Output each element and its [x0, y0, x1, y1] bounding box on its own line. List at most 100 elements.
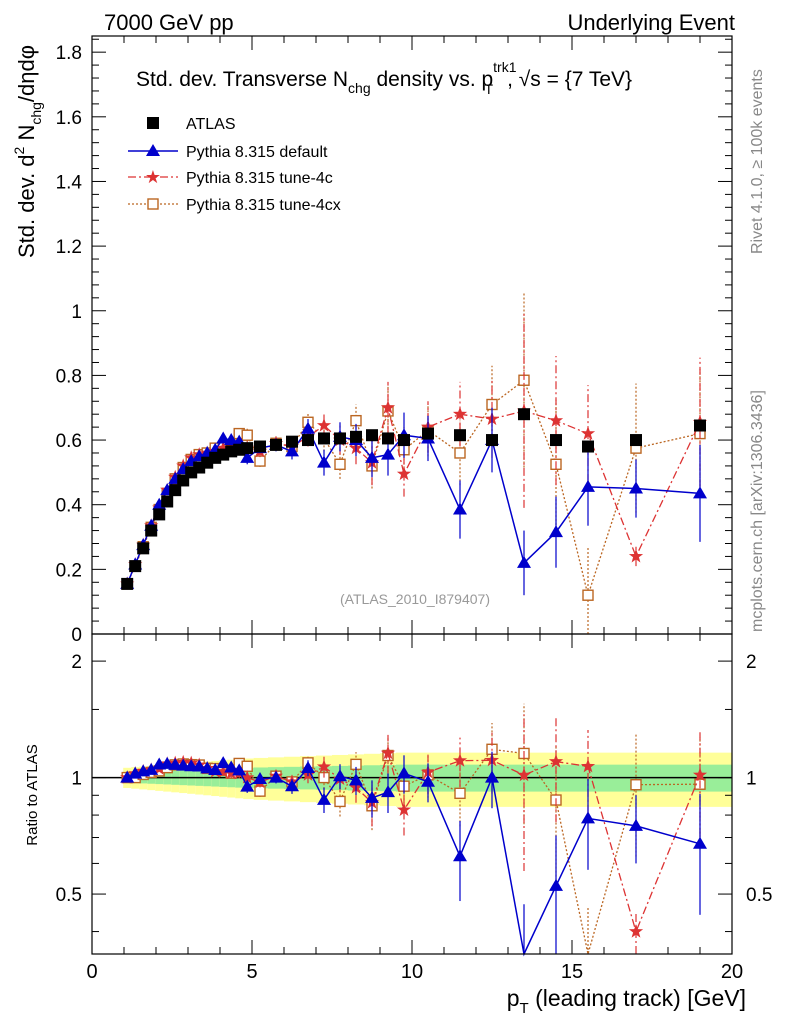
pythia-8-315-tune-4c-ratio-point: [216, 764, 231, 778]
atlas-point: [350, 430, 362, 443]
atlas-point: [694, 419, 706, 432]
x-axis-label: pT (leading track) [GeV]: [507, 985, 746, 1017]
pythia-8-315-default-point: [216, 431, 231, 444]
legend-default-marker: [146, 144, 160, 156]
atlas-point: [286, 435, 298, 448]
x-tick-label: 10: [401, 961, 423, 983]
pythia-8-315-default-ratio-point: [581, 811, 595, 824]
atlas-point: [366, 429, 378, 442]
pythia-8-315-tune-4cx-ratio-point: [241, 760, 253, 772]
pythia-8-315-tune-4c-ratio-line: [126, 750, 701, 934]
pythia-8-315-default-ratio-point: [629, 818, 643, 831]
pythia-8-315-default-ratio-point: [333, 769, 347, 782]
ratio-y-label: Ratio to ATLAS: [24, 744, 41, 845]
pythia-8-315-tune-4c-ratio-point: [316, 759, 332, 773]
pythia-8-315-default-point: [693, 486, 707, 499]
pythia-8-315-tune-4c-ratio-point: [580, 758, 596, 773]
main-ticks: 0 0.2 0.4 0.6 0.8 1 1.2 1.4 1.6 1.8: [56, 36, 733, 646]
ratio-y-tick-label: 2: [71, 652, 82, 673]
pythia-8-315-tune-4c-ratio-point: [692, 767, 708, 782]
x-tick-label: 20: [721, 961, 743, 983]
y-axis-label: Std. dev. d2 Nchg/dηdφ: [11, 45, 44, 258]
pythia-8-315-default-ratio-point: [381, 785, 395, 798]
pythia-8-315-default-ratio-point: [301, 761, 315, 774]
pythia-8-315-tune-4c-point: [548, 413, 564, 427]
pythia-8-315-tune-4c-ratio-point: [548, 754, 564, 768]
pythia-8-315-tune-4c-point: [216, 440, 231, 455]
y-tick-label: 1.2: [56, 237, 82, 258]
pythia-8-315-tune-4c-point: [628, 548, 644, 563]
pythia-8-315-default-point: [365, 450, 379, 463]
pythia-8-315-default-ratio-point: [317, 792, 331, 805]
y-tick-label: 0.4: [56, 496, 83, 517]
pythia-8-315-tune-4c-ratio-point: [628, 924, 644, 938]
pythia-8-315-default-ratio-point: [253, 772, 267, 785]
x-tick-label: 0: [86, 961, 97, 983]
legend-item-default: Pythia 8.315 default: [128, 144, 328, 161]
y-tick-label: 1.4: [56, 172, 83, 193]
pythia-8-315-default-ratio-point: [240, 779, 255, 792]
pythia-8-315-default-ratio-point: [421, 774, 435, 787]
pythia-8-315-default-ratio-point: [192, 759, 207, 772]
pythia-8-315-default-ratio-point: [453, 849, 467, 862]
pythia-8-315-default-ratio-point: [269, 770, 283, 783]
pythia-8-315-tune-4cx-point: [582, 589, 594, 601]
atlas-point: [169, 484, 182, 497]
legend-item-atlas: ATLAS: [147, 116, 236, 133]
pythia-8-315-default-ratio-point: [693, 836, 707, 849]
chart-title: Std. dev. Transverse Nchg density vs. pt…: [136, 59, 632, 97]
pythia-8-315-tune-4c-ratio-point: [380, 745, 396, 760]
atlas-point: [302, 434, 314, 447]
legend-atlas-marker: [147, 117, 159, 129]
ratio-y-tick-label: 1: [71, 769, 82, 790]
legend-default-label: Pythia 8.315 default: [186, 144, 328, 161]
atlas-point: [398, 434, 410, 447]
pythia-8-315-tune-4cx-point: [334, 458, 346, 470]
legend-tune4cx-marker: [147, 198, 159, 210]
atlas-point: [270, 438, 282, 451]
pythia-8-315-default-ratio-point: [549, 878, 563, 891]
ratio-ticks: 0.5 0.5 1 1 2 2: [56, 634, 772, 954]
pythia-8-315-tune-4c-point: [452, 406, 468, 421]
ratio-y-tick-label-right: 0.5: [746, 885, 772, 906]
atlas-point: [161, 495, 174, 508]
pythia-8-315-default-ratio-point: [365, 790, 379, 803]
y-tick-label: 0: [71, 625, 82, 646]
pythia-8-315-default-point: [629, 481, 643, 494]
pythia-8-315-default-ratio-point: [144, 762, 159, 775]
x-tick-label: 5: [246, 961, 257, 983]
ratio-frame: [91, 633, 733, 955]
legend-tune4cx-label: Pythia 8.315 tune-4cx: [186, 197, 341, 214]
pythia-8-315-default-point: [301, 421, 315, 434]
header-left: 7000 GeV pp: [104, 10, 234, 35]
pythia-8-315-tune-4cx-line: [126, 379, 701, 598]
pythia-8-315-default-ratio-point: [285, 779, 299, 792]
pythia-8-315-default-ratio-point: [120, 770, 135, 783]
ratio-y-tick-label-right: 1: [746, 769, 757, 790]
pythia-8-315-default-ratio-point: [208, 763, 223, 776]
ratio-series: [120, 703, 708, 957]
y-tick-label: 0.6: [56, 431, 82, 452]
pythia-8-315-tune-4cx-point: [254, 455, 266, 467]
x-tick-label: 15: [561, 961, 583, 983]
y-tick-label: 0.8: [56, 366, 82, 387]
pythia-8-315-tune-4c-ratio-point: [516, 767, 532, 782]
atlas-point: [454, 429, 466, 442]
ratio-panel: 0.5 0.5 1 1 2 2 Ratio to ATLAS: [24, 633, 772, 957]
pythia-8-315-tune-4cx-ratio-point: [630, 779, 642, 791]
pythia-8-315-default-ratio-point: [485, 770, 499, 783]
legend-tune4c-marker: ★: [145, 167, 161, 187]
pythia-8-315-tune-4c-line: [126, 405, 701, 585]
pythia-8-315-default-ratio-point: [397, 766, 411, 779]
atlas-point: [153, 508, 166, 521]
y-tick-label: 1.6: [56, 108, 82, 129]
pythia-8-315-default-point: [240, 450, 255, 463]
pythia-8-315-tune-4c-ratio-point: [452, 753, 468, 767]
atlas-point: [334, 432, 346, 445]
pythia-8-315-tune-4cx-point: [241, 429, 253, 441]
pythia-8-315-default-point: [224, 433, 239, 446]
atlas-point: [137, 542, 150, 555]
pythia-8-315-default-point: [317, 455, 331, 468]
atlas-point: [254, 440, 266, 453]
